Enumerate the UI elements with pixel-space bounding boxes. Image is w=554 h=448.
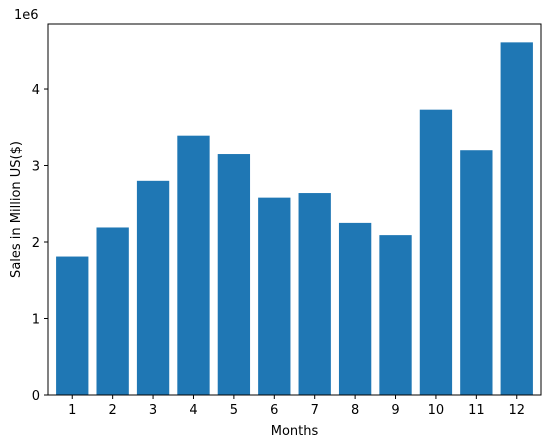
x-tick-label: 10 xyxy=(428,403,445,418)
x-tick-label: 9 xyxy=(391,403,399,418)
bar-month-3 xyxy=(136,180,170,395)
x-axis-label: Months xyxy=(271,424,319,439)
bar-month-1 xyxy=(56,256,89,395)
x-tick-label: 6 xyxy=(270,403,278,418)
x-tick-label: 4 xyxy=(189,403,197,418)
y-tick-label: 0 xyxy=(32,389,40,404)
y-tick-label: 2 xyxy=(32,236,40,251)
x-tick-label: 5 xyxy=(230,403,238,418)
x-tick-label: 12 xyxy=(508,403,525,418)
x-tick-label: 3 xyxy=(149,403,157,418)
plot-frame xyxy=(47,23,542,396)
bar-month-10 xyxy=(419,109,453,395)
bar-month-11 xyxy=(460,150,493,395)
x-tick-label: 8 xyxy=(351,403,359,418)
x-tick-label: 11 xyxy=(468,403,485,418)
x-tick-label: 7 xyxy=(311,403,319,418)
x-axis-ticks: 1 2 3 4 5 6 7 8 9 10 11 12 xyxy=(68,395,525,418)
y-axis-ticks: 0 1 2 3 4 xyxy=(32,83,48,404)
bar-month-8 xyxy=(338,222,372,395)
bar-month-5 xyxy=(217,154,251,395)
y-tick-label: 4 xyxy=(32,83,40,98)
bar-month-9 xyxy=(379,235,412,395)
bar-month-12 xyxy=(500,42,533,395)
y-tick-label: 1 xyxy=(32,313,40,328)
bar-month-7 xyxy=(298,193,331,395)
x-tick-label: 1 xyxy=(68,403,76,418)
x-tick-label: 2 xyxy=(109,403,117,418)
bars-group xyxy=(56,42,533,395)
y-axis-label: Sales in Million US($) xyxy=(9,141,24,278)
y-tick-label: 3 xyxy=(32,160,40,175)
y-axis-offset-label: 1e6 xyxy=(14,8,39,23)
bar-month-2 xyxy=(96,227,129,395)
bar-month-6 xyxy=(258,197,291,395)
bar-month-4 xyxy=(177,135,210,395)
